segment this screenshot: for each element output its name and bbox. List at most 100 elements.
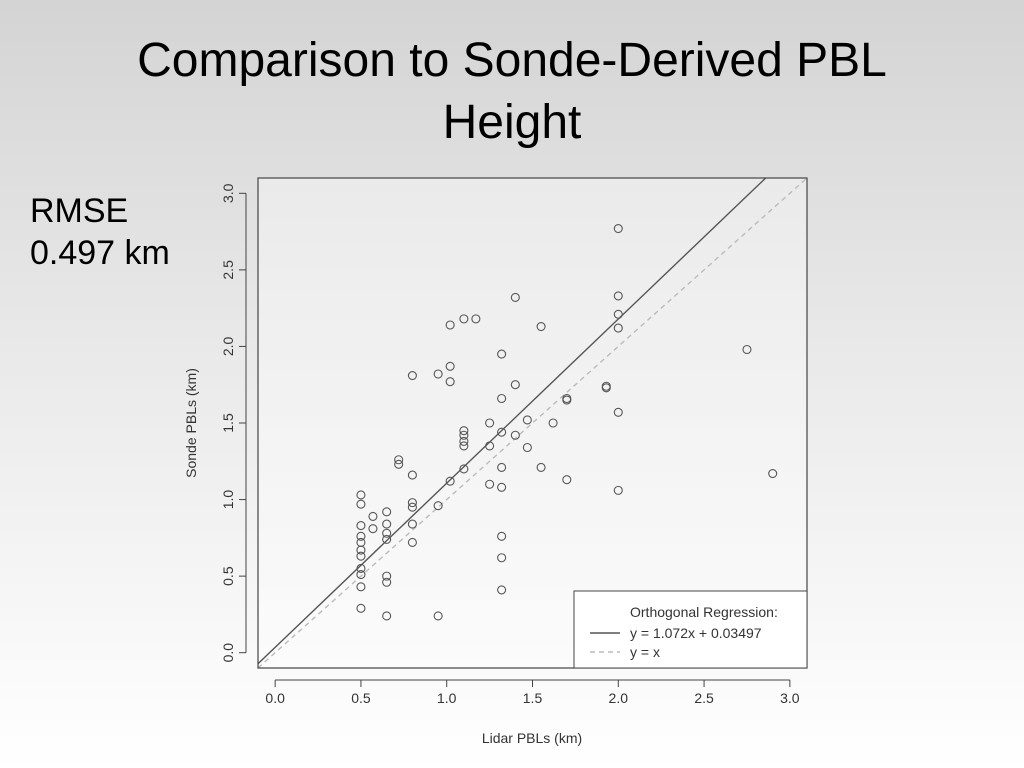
- data-point: [356, 582, 366, 592]
- x-tick-label: 3.0: [780, 690, 800, 706]
- data-point: [356, 563, 366, 574]
- data-point: [562, 475, 572, 485]
- data-point: [613, 323, 623, 333]
- data-point: [601, 383, 611, 393]
- legend: Orthogonal Regression: y = 1.072x + 0.03…: [573, 590, 808, 669]
- data-point: [356, 499, 366, 509]
- legend-entry-identity: y = x: [630, 644, 660, 660]
- data-point: [407, 502, 417, 512]
- data-point: [459, 441, 469, 451]
- regression-line: [258, 178, 767, 665]
- data-point: [407, 498, 417, 508]
- data-point: [497, 349, 507, 359]
- x-tick-label: 2.0: [609, 690, 629, 706]
- data-point: [459, 426, 469, 436]
- data-point: [368, 524, 378, 534]
- data-point: [497, 462, 507, 472]
- data-point: [382, 577, 392, 587]
- slide-title: Comparison to Sonde-Derived PBL Height: [0, 30, 1024, 154]
- data-point: [459, 436, 469, 446]
- data-point: [445, 361, 455, 371]
- data-point: [407, 519, 417, 529]
- data-point: [497, 585, 507, 595]
- legend-title: Orthogonal Regression:: [630, 604, 778, 620]
- x-tick-label: 0.0: [265, 690, 285, 706]
- data-point: [497, 482, 507, 492]
- data-point: [742, 344, 752, 355]
- data-point: [459, 314, 469, 324]
- data-point: [382, 519, 392, 529]
- identity-line: [258, 178, 807, 668]
- data-point: [510, 430, 520, 440]
- data-point: [510, 292, 520, 302]
- data-point: [613, 291, 623, 301]
- legend-entry-regression: y = 1.072x + 0.03497: [630, 625, 762, 641]
- data-point: [522, 415, 532, 425]
- y-tick-label: 0.0: [220, 643, 236, 663]
- data-point: [613, 407, 623, 417]
- data-point: [356, 545, 366, 555]
- data-point: [548, 418, 558, 428]
- data-point: [471, 314, 481, 324]
- data-point: [407, 470, 417, 480]
- x-axis-label: Lidar PBLs (km): [482, 730, 582, 746]
- y-axis-label: Sonde PBLs (km): [183, 368, 199, 478]
- data-point: [562, 395, 572, 405]
- x-tick-label: 0.5: [351, 690, 371, 706]
- legend-box: [573, 590, 808, 669]
- data-point: [356, 570, 366, 580]
- data-point: [445, 320, 455, 330]
- slide-title-line1: Comparison to Sonde-Derived PBL: [137, 34, 887, 87]
- data-point: [407, 537, 417, 547]
- data-point: [382, 611, 392, 621]
- x-tick-label: 1.0: [437, 690, 457, 706]
- data-point: [356, 603, 366, 613]
- data-point: [382, 507, 392, 517]
- y-tick-label: 2.5: [220, 260, 236, 280]
- data-point: [768, 468, 778, 479]
- x-tick-label: 2.5: [694, 690, 714, 706]
- data-point: [356, 490, 366, 500]
- data-point: [394, 455, 404, 465]
- data-point: [382, 534, 392, 544]
- data-point: [485, 479, 495, 489]
- y-tick-label: 2.0: [220, 336, 236, 356]
- data-point: [536, 321, 546, 332]
- y-tick-label: 1.0: [220, 490, 236, 510]
- rmse-annotation: RMSE 0.497 km: [30, 190, 170, 274]
- data-point: [445, 476, 455, 486]
- data-point: [497, 531, 507, 541]
- data-point: [382, 528, 392, 538]
- rmse-label: RMSE: [30, 192, 129, 230]
- plot-frame: [257, 177, 808, 669]
- data-point: [445, 377, 455, 387]
- slide-title-line2: Height: [442, 96, 582, 149]
- data-point: [356, 551, 366, 561]
- data-point: [485, 418, 495, 428]
- data-point: [459, 464, 469, 474]
- data-point: [382, 571, 392, 581]
- data-point: [497, 553, 507, 563]
- data-point: [368, 511, 378, 521]
- y-tick-label: 1.5: [220, 413, 236, 433]
- data-point: [613, 309, 623, 319]
- data-point: [613, 485, 623, 495]
- data-point: [407, 370, 417, 381]
- data-point: [356, 531, 366, 541]
- data-point: [433, 369, 443, 379]
- data-point: [522, 442, 532, 453]
- y-tick-label: 3.0: [220, 183, 236, 203]
- y-tick-label: 0.5: [220, 566, 236, 586]
- data-point: [497, 393, 507, 404]
- data-point: [485, 441, 495, 451]
- data-point: [497, 427, 507, 437]
- data-point: [459, 430, 469, 440]
- data-point: [536, 462, 546, 472]
- data-point: [394, 459, 404, 469]
- data-point: [510, 380, 520, 390]
- rmse-value: 0.497 km: [30, 234, 170, 272]
- data-point: [433, 611, 443, 621]
- data-point: [613, 223, 623, 234]
- data-point: [356, 521, 366, 531]
